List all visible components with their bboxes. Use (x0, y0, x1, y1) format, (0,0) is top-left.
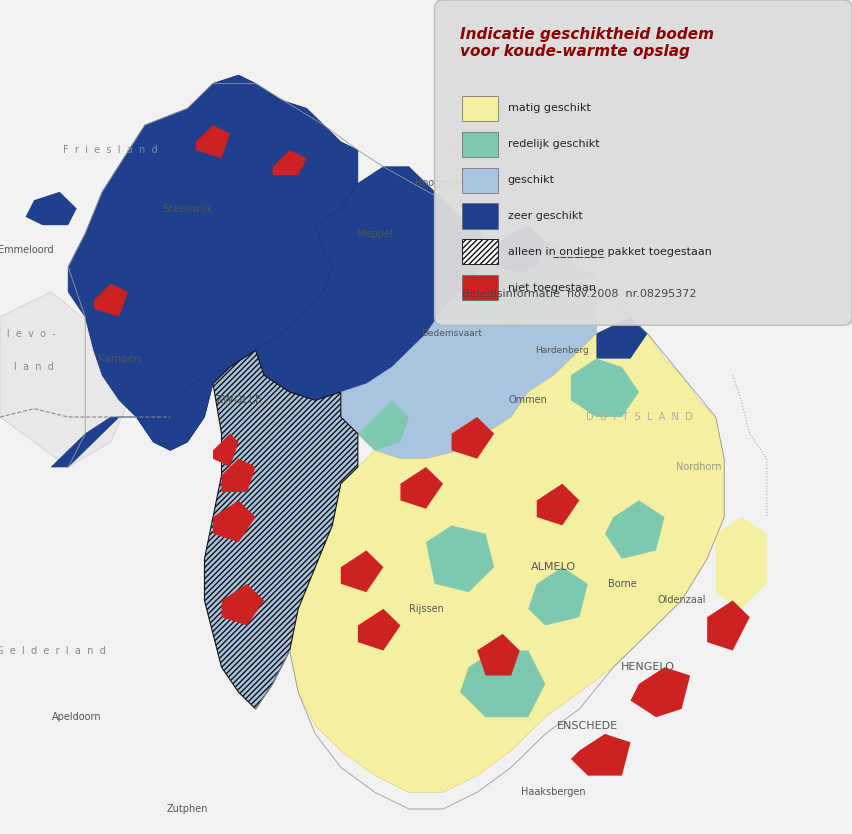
Text: ALMELO: ALMELO (532, 562, 576, 572)
Polygon shape (290, 317, 724, 792)
FancyBboxPatch shape (462, 96, 498, 121)
Polygon shape (426, 525, 494, 592)
Text: zeer geschikt: zeer geschikt (508, 211, 583, 221)
Polygon shape (26, 192, 77, 225)
FancyBboxPatch shape (462, 275, 498, 300)
Text: Kampen: Kampen (98, 354, 141, 364)
Text: D  U  I  T  S  L  A  N  D: D U I T S L A N D (585, 412, 693, 422)
Text: Ommen: Ommen (509, 395, 548, 405)
Polygon shape (341, 242, 596, 459)
Polygon shape (273, 150, 307, 175)
Polygon shape (622, 400, 699, 475)
Text: HENGELO: HENGELO (620, 662, 675, 672)
Text: Hardenberg: Hardenberg (535, 346, 590, 354)
Polygon shape (51, 367, 230, 467)
Text: Beleidsinformatie  nov.2008  nr.08295372: Beleidsinformatie nov.2008 nr.08295372 (462, 289, 696, 299)
Polygon shape (528, 567, 588, 626)
FancyBboxPatch shape (462, 168, 498, 193)
Text: F  r  i  e  s  l  a  n  d: F r i e s l a n d (63, 145, 158, 155)
FancyBboxPatch shape (462, 239, 498, 264)
Polygon shape (204, 350, 358, 709)
Polygon shape (469, 267, 562, 325)
Polygon shape (707, 600, 750, 651)
Text: Rijssen: Rijssen (409, 604, 443, 614)
Text: Emmeloord: Emmeloord (0, 245, 54, 255)
Polygon shape (571, 359, 639, 417)
Polygon shape (358, 400, 409, 450)
Text: Coevorden: Coevorden (544, 270, 597, 280)
Polygon shape (716, 517, 767, 609)
Text: Apeldoorn: Apeldoorn (52, 712, 101, 722)
Polygon shape (196, 125, 230, 158)
Polygon shape (537, 484, 579, 525)
Polygon shape (605, 500, 665, 559)
Polygon shape (511, 459, 596, 525)
Text: redelijk geschikt: redelijk geschikt (508, 139, 600, 149)
Polygon shape (213, 434, 239, 467)
Polygon shape (256, 167, 486, 400)
Text: matig geschikt: matig geschikt (508, 103, 590, 113)
Polygon shape (477, 634, 520, 676)
Text: Steenwijk: Steenwijk (162, 203, 213, 214)
Text: geschikt: geschikt (508, 175, 555, 185)
Polygon shape (213, 500, 256, 542)
Text: Hoogeveen: Hoogeveen (416, 178, 470, 188)
Text: Indicatie geschiktheid bodem
voor koude-warmte opslag: Indicatie geschiktheid bodem voor koude-… (460, 27, 714, 59)
Text: Nordhorn: Nordhorn (676, 462, 722, 472)
Polygon shape (400, 467, 443, 509)
Text: Haaksbergen: Haaksbergen (521, 787, 586, 797)
Text: l  a  n  d: l a n d (14, 362, 54, 372)
Polygon shape (452, 417, 494, 459)
Polygon shape (94, 284, 128, 317)
Text: F  l  e  v  o  -: F l e v o - (0, 329, 56, 339)
Text: Borne: Borne (607, 579, 636, 589)
Text: Oldenzaal: Oldenzaal (658, 595, 705, 605)
Text: Meppel: Meppel (357, 229, 393, 239)
Polygon shape (630, 667, 690, 717)
Polygon shape (596, 317, 648, 359)
Polygon shape (460, 651, 545, 717)
Text: Zutphen: Zutphen (167, 804, 208, 814)
Text: alleen in ̲o̲n̲d̲i̲e̲p̲e̲ pakket toegestaan: alleen in ̲o̲n̲d̲i̲e̲p̲e̲ pakket toegest… (508, 246, 711, 258)
Polygon shape (222, 584, 264, 626)
Polygon shape (358, 609, 400, 651)
Polygon shape (0, 292, 136, 467)
FancyBboxPatch shape (435, 0, 852, 325)
Text: D: D (448, 145, 455, 155)
Text: ZWOLLE: ZWOLLE (215, 395, 262, 405)
FancyBboxPatch shape (462, 132, 498, 157)
Text: niet toegestaan: niet toegestaan (508, 283, 596, 293)
Polygon shape (341, 550, 383, 592)
FancyBboxPatch shape (462, 203, 498, 229)
Text: ENSCHEDE: ENSCHEDE (557, 721, 619, 731)
Polygon shape (571, 734, 630, 776)
Polygon shape (68, 75, 358, 450)
Text: Dedemsvaart: Dedemsvaart (421, 329, 482, 338)
Polygon shape (222, 459, 256, 492)
Text: G  e  l  d  e  r  l  a  n  d: G e l d e r l a n d (0, 646, 106, 656)
Polygon shape (486, 225, 545, 275)
